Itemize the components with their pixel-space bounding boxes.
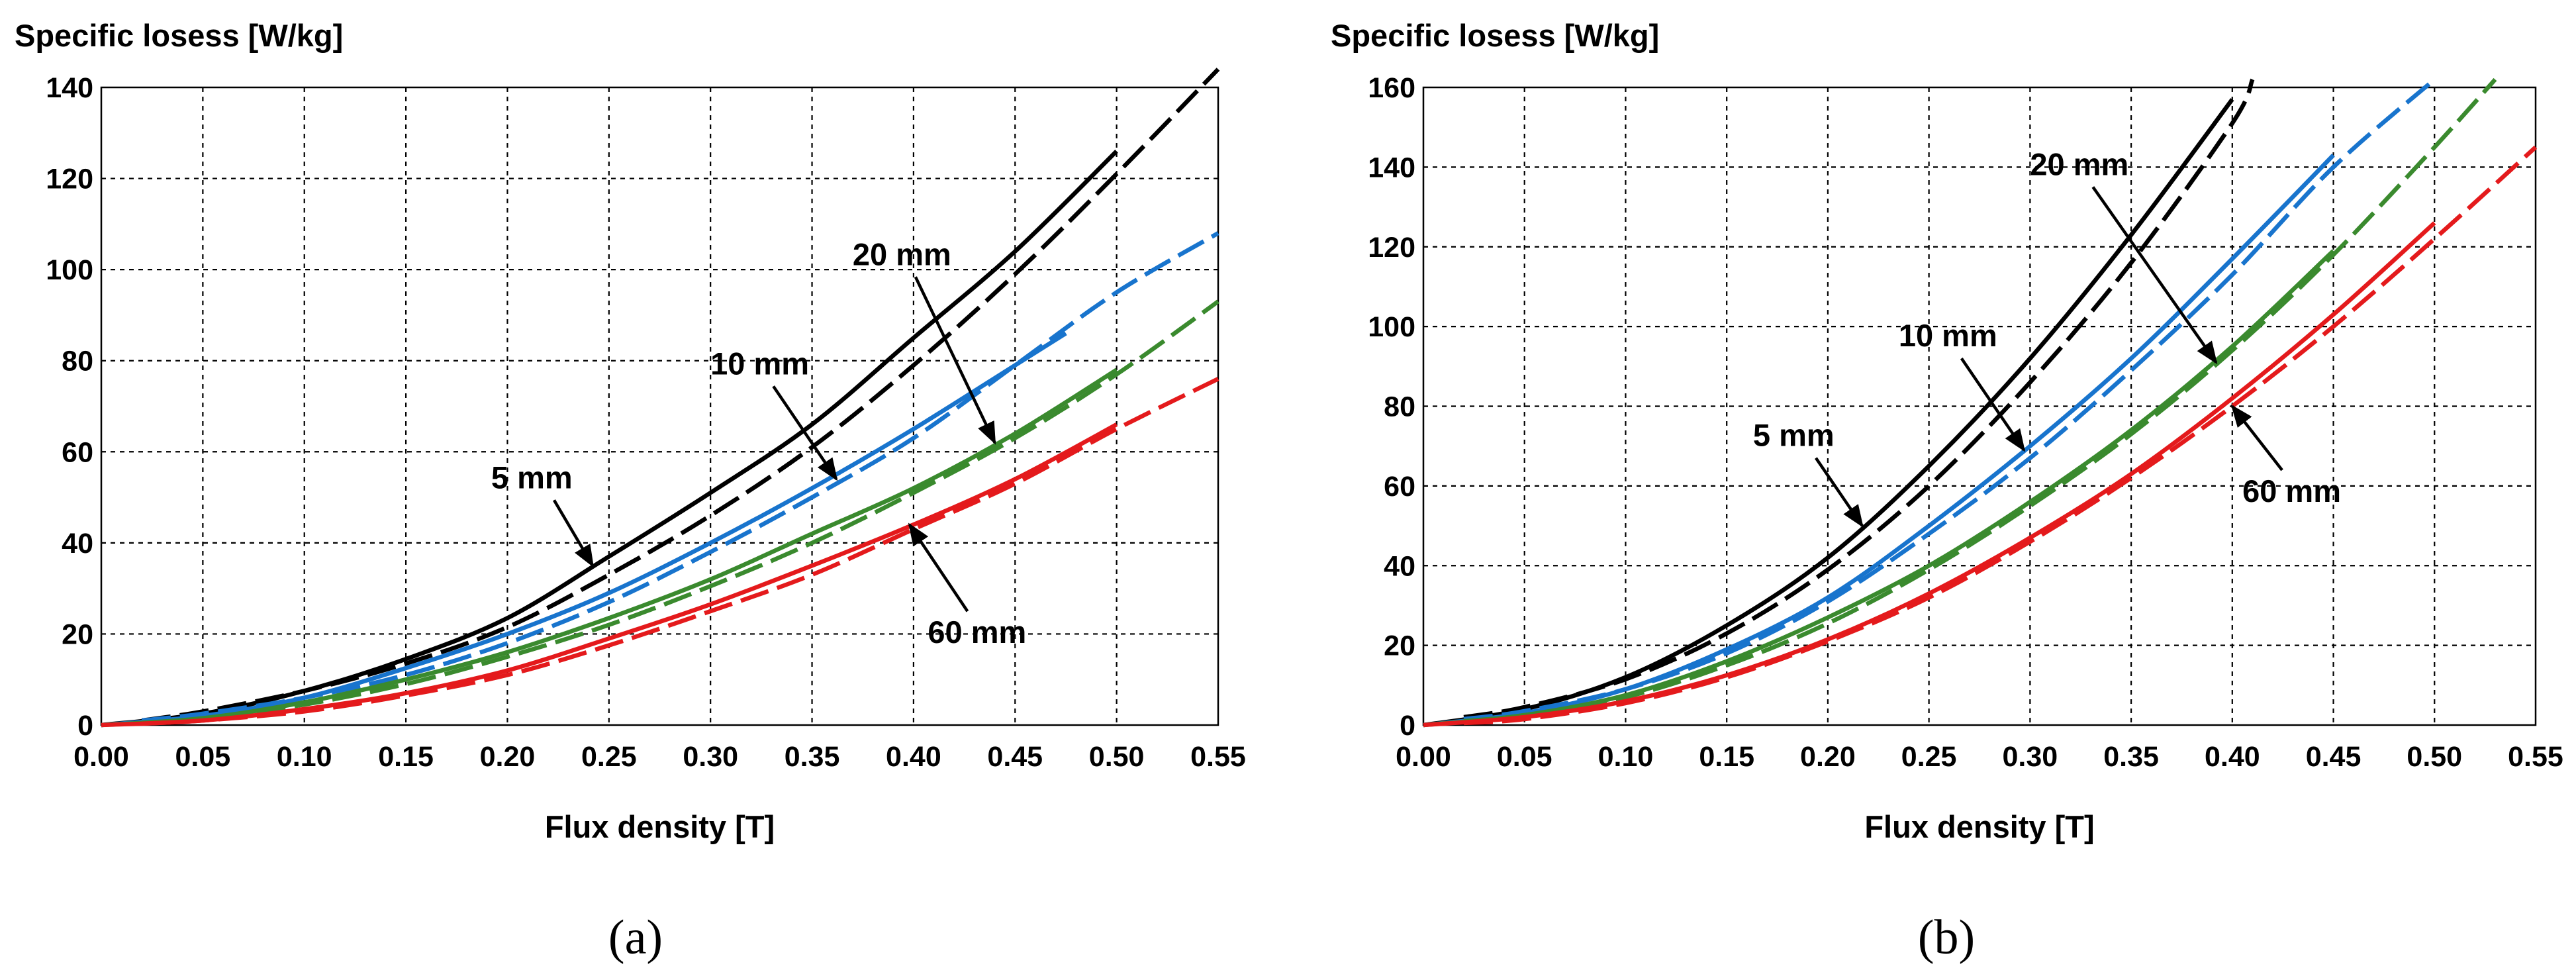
x-tick-label: 0.15 <box>1699 741 1754 773</box>
annotation-arrow <box>1815 457 1864 528</box>
y-tick-label: 100 <box>46 254 93 286</box>
y-tick-label: 120 <box>1368 232 1415 264</box>
y-tick-label: 140 <box>46 72 93 104</box>
y-axis-label: Specific losess [W/kg] <box>15 18 343 53</box>
y-tick-label: 120 <box>46 164 93 195</box>
plot-frame <box>1422 86 2537 726</box>
x-tick-label: 0.20 <box>1800 741 1856 773</box>
x-axis-label: Flux density [T] <box>545 809 775 844</box>
y-tick-label: 60 <box>1384 471 1415 503</box>
x-tick-label: 0.30 <box>2003 741 2058 773</box>
y-tick-label: 60 <box>62 436 93 468</box>
x-tick-label: 0.00 <box>73 741 129 773</box>
annotation-arrow <box>908 522 969 612</box>
x-tick-label: 0.55 <box>2508 741 2563 773</box>
series-line-dashed-7 <box>142 377 1219 726</box>
annotation-arrow <box>2230 404 2283 471</box>
annotation-label: 60 mm <box>2242 473 2341 509</box>
series-line-dashed-3 <box>1463 77 2436 722</box>
y-tick-label: 40 <box>1384 550 1415 582</box>
annotation-arrow <box>772 385 838 481</box>
annotation-arrow <box>2091 186 2218 365</box>
series-line-solid-0 <box>1423 98 2234 728</box>
series-line-solid-2 <box>1423 154 2335 728</box>
x-tick-label: 0.40 <box>886 741 941 773</box>
x-tick-label: 0.25 <box>581 741 637 773</box>
annotation-label: 10 mm <box>1899 318 1997 353</box>
panel-caption: (a) <box>608 910 663 965</box>
y-tick-label: 80 <box>1384 391 1415 423</box>
annotation-label: 20 mm <box>853 236 951 271</box>
y-tick-label: 20 <box>1384 630 1415 662</box>
x-tick-label: 0.35 <box>785 741 840 773</box>
annotation-label: 20 mm <box>2030 146 2128 181</box>
x-tick-label: 0.15 <box>378 741 434 773</box>
y-tick-label: 40 <box>62 528 93 560</box>
y-tick-label: 0 <box>1400 710 1415 742</box>
annotation-label: 60 mm <box>928 614 1026 650</box>
annotation-label: 10 mm <box>710 346 809 381</box>
y-tick-label: 100 <box>1368 311 1415 343</box>
annotation-label: 5 mm <box>1753 418 1835 453</box>
y-tick-label: 160 <box>1368 72 1415 104</box>
x-tick-label: 0.50 <box>1089 741 1145 773</box>
annotation-arrow <box>1960 357 2026 452</box>
x-axis-label: Flux density [T] <box>1864 809 2094 844</box>
y-tick-labels: 0 20 40 60 80 100 120 140 <box>46 72 93 742</box>
x-tick-label: 0.40 <box>2205 741 2260 773</box>
x-tick-label: 0.55 <box>1190 741 1246 773</box>
series-line-solid-4 <box>1423 249 2335 728</box>
x-tick-label: 0.30 <box>683 741 738 773</box>
series-line-dashed-1 <box>141 68 1220 723</box>
x-tick-labels: 0.00 0.05 0.10 0.15 0.20 0.25 0.30 0.35 0.40 0.45… <box>1396 741 2563 773</box>
panel-caption: (b) <box>1918 910 1975 965</box>
gridlines <box>1423 87 2536 725</box>
x-tick-label: 0.50 <box>2407 741 2462 773</box>
series-line-dashed-1 <box>1463 78 2255 720</box>
x-tick-labels: 0.00 0.05 0.10 0.15 0.20 0.25 0.30 0.35 0.40 0.45… <box>73 741 1246 773</box>
series-line-dashed-5 <box>142 299 1219 725</box>
y-tick-label: 20 <box>62 618 93 650</box>
x-tick-label: 0.05 <box>1497 741 1552 773</box>
x-tick-label: 0.45 <box>987 741 1043 773</box>
y-tick-label: 140 <box>1368 152 1415 183</box>
series-line-dashed-5 <box>1463 77 2497 724</box>
series-line-solid-2 <box>101 331 1067 728</box>
plot-frame <box>100 86 1219 726</box>
annotation-arrow <box>914 276 996 445</box>
x-tick-label: 0.35 <box>2103 741 2159 773</box>
series-line-dashed-7 <box>1463 145 2538 726</box>
x-tick-label: 0.05 <box>175 741 231 773</box>
y-axis-label: Specific losess [W/kg] <box>1331 18 1659 53</box>
y-tick-label: 0 <box>77 710 93 742</box>
annotations: 5 mm 10 mm 20 mm 60 mm <box>491 236 1026 650</box>
x-tick-label: 0.10 <box>277 741 332 773</box>
annotation-arrow <box>552 499 595 568</box>
series-layer <box>101 68 1220 728</box>
annotations: 5 mm 10 mm 20 mm 60 mm <box>1753 146 2341 528</box>
x-tick-label: 0.10 <box>1598 741 1654 773</box>
x-tick-label: 0.00 <box>1396 741 1451 773</box>
series-line-solid-0 <box>101 149 1118 728</box>
x-tick-label: 0.20 <box>480 741 536 773</box>
series-line-dashed-3 <box>141 231 1219 723</box>
x-tick-label: 0.45 <box>2306 741 2361 773</box>
y-tick-labels: 0 20 40 60 80 100 120 140 160 <box>1368 72 1415 742</box>
x-tick-label: 0.25 <box>1901 741 1957 773</box>
series-layer <box>1423 77 2538 728</box>
y-tick-label: 80 <box>62 346 93 377</box>
gridlines <box>101 87 1218 725</box>
annotation-label: 5 mm <box>491 460 573 495</box>
